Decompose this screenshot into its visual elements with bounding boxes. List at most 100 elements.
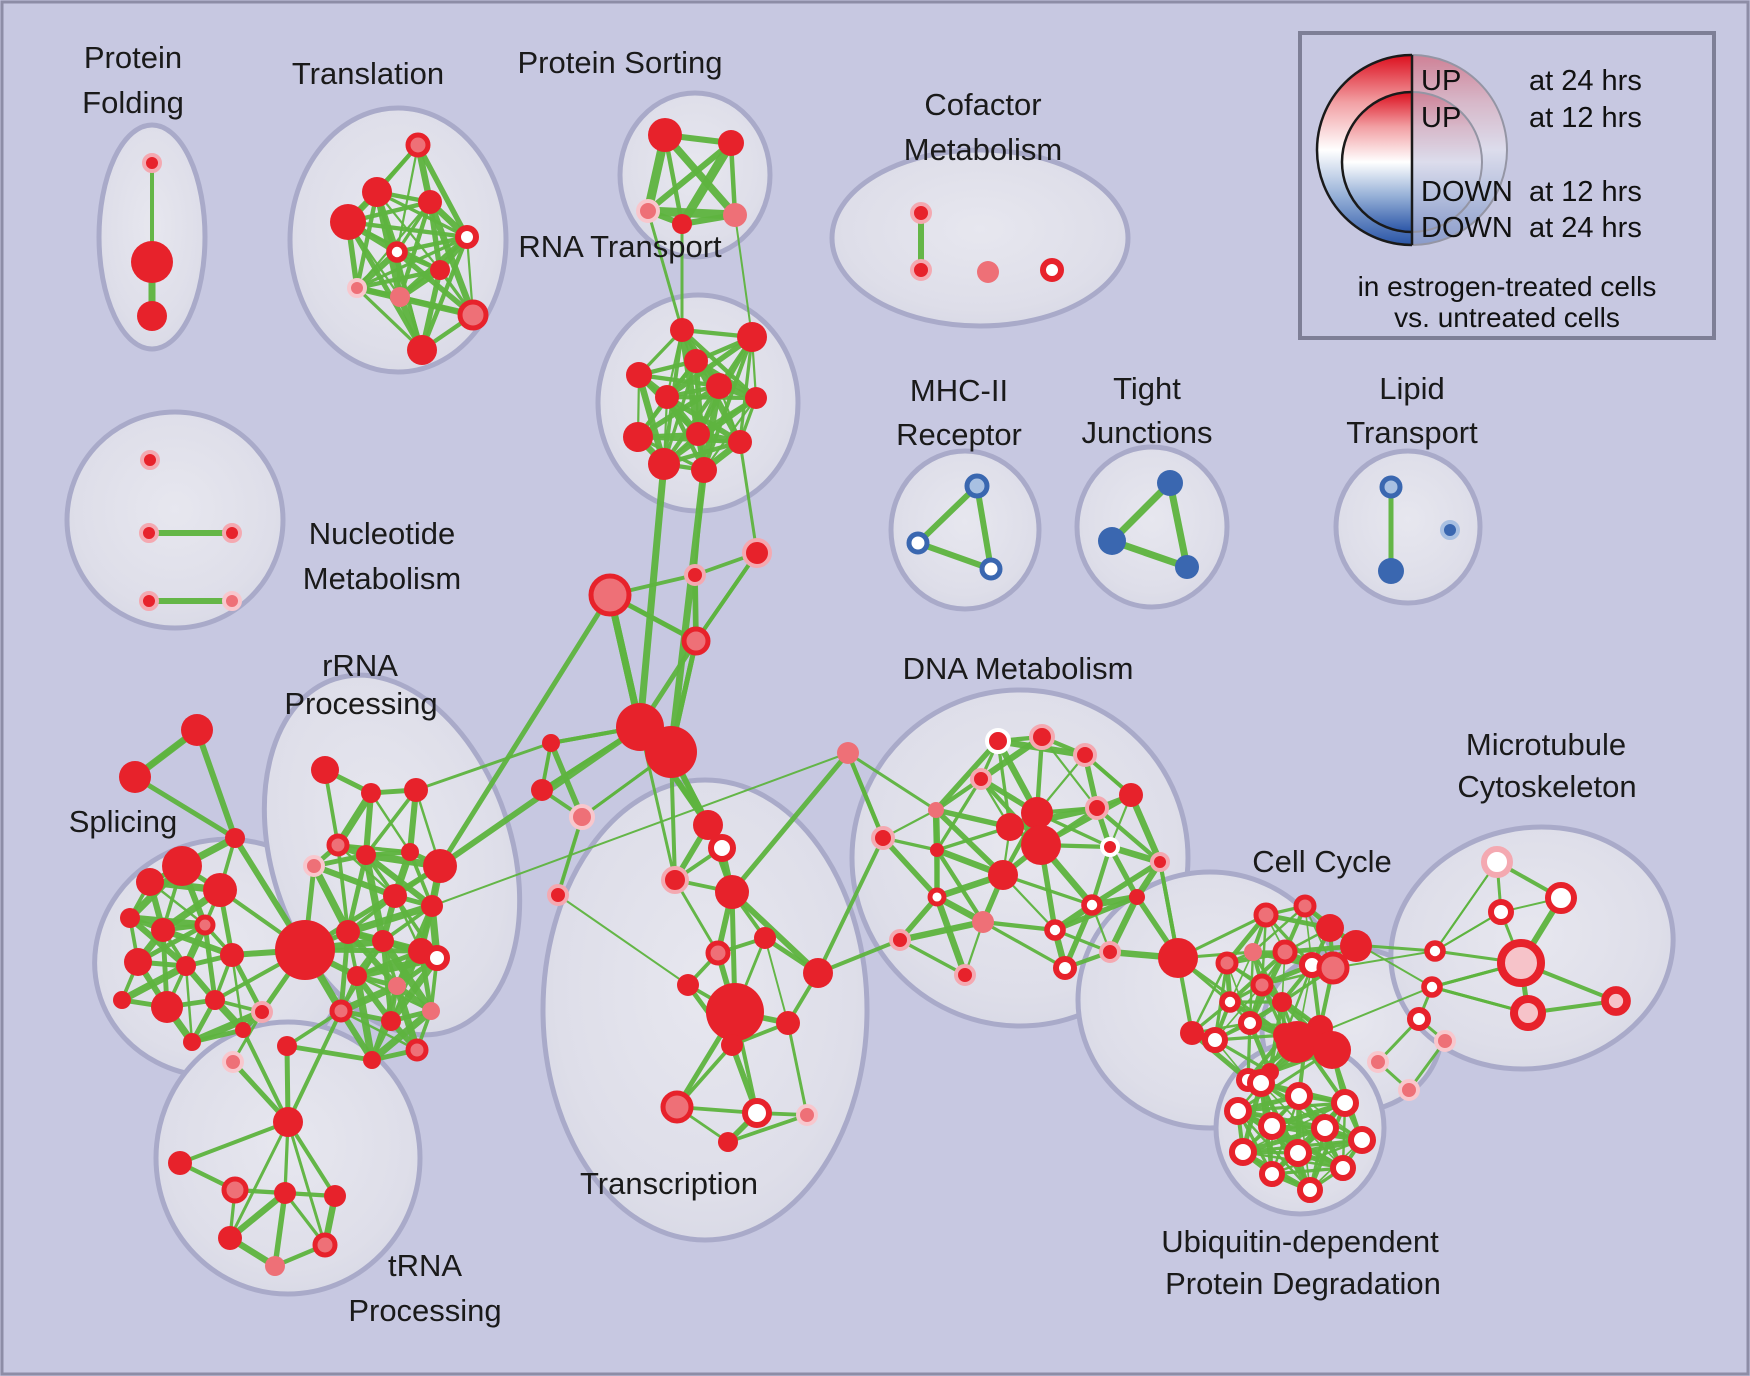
- network-edge: [1089, 859, 1163, 908]
- gene-node-rrna-processing: [277, 1036, 297, 1056]
- gene-node-rrna-processing: [401, 843, 419, 861]
- cluster-label-protein-sorting: Protein Sorting: [517, 45, 722, 80]
- gene-node-trna-processing: [265, 1256, 285, 1276]
- network-edge: [738, 440, 759, 555]
- network-edge: [1434, 861, 1498, 952]
- gene-node-cell-cycle: [1244, 943, 1262, 961]
- cluster-label-ubiquitin-degradation: Ubiquitin-dependent: [1161, 1224, 1439, 1259]
- gene-node-ubiquitin-degradation: [1258, 1112, 1286, 1140]
- gene-node-ubiquitin-degradation: [1224, 1097, 1252, 1125]
- gene-node-rna-transport: [626, 362, 652, 388]
- network-edge: [414, 741, 553, 792]
- gene-node-trna-processing: [273, 1107, 303, 1137]
- gene-node-transcription: [706, 983, 764, 1041]
- network-edge: [344, 902, 436, 936]
- network-edge: [915, 540, 994, 572]
- gene-node-transcription: [677, 974, 699, 996]
- gene-node-splicing: [251, 1001, 273, 1023]
- gene-node-splicing: [136, 868, 164, 896]
- gene-node-rna-transport: [728, 430, 752, 454]
- gene-node-cofactor-metabolism: [910, 202, 932, 224]
- gene-node-ubiquitin-degradation: [1259, 1161, 1285, 1187]
- gene-node-cell-cycle: [1272, 939, 1298, 965]
- gene-node-nucleotide-metabolism: [222, 591, 242, 611]
- network-edge: [1189, 1030, 1251, 1083]
- gene-node-trna-processing: [222, 1051, 244, 1073]
- cluster-ellipse-nucleotide-metabolism: [64, 409, 286, 631]
- gene-node-dna-metabolism: [1044, 919, 1066, 941]
- gene-node-microtubule-cytoskeleton: [1510, 995, 1546, 1031]
- cluster-label-translation: Translation: [292, 56, 444, 91]
- network-edge: [981, 920, 1067, 970]
- gene-node-microtubule-cytoskeleton: [1367, 1051, 1389, 1073]
- network-edge: [387, 954, 441, 1025]
- cluster-label-microtubule-cytoskeleton: Cytoskeleton: [1457, 769, 1636, 804]
- gene-node-dna-metabolism: [1021, 797, 1053, 829]
- network-edge: [354, 189, 380, 291]
- network-edge: [915, 483, 980, 546]
- gene-node-rna-transport: [706, 373, 732, 399]
- gene-node-transcription: [693, 810, 723, 840]
- gene-node-cofactor-metabolism: [1040, 258, 1064, 282]
- gene-node-transcription: [742, 1098, 772, 1128]
- network-edge: [345, 219, 425, 353]
- cluster-label-tight-junctions: Junctions: [1082, 415, 1213, 450]
- network-edge: [679, 327, 759, 401]
- gene-node-ubiquitin-degradation: [1331, 1089, 1359, 1117]
- gene-node-rrna-processing: [326, 833, 350, 857]
- cluster-label-splicing: Splicing: [69, 804, 178, 839]
- gene-node-rna-transport: [686, 422, 710, 446]
- legend-row-dir: DOWN: [1421, 212, 1513, 244]
- gene-node-dna-metabolism: [928, 802, 944, 818]
- cluster-ellipse-tight-junctions: [1074, 444, 1230, 610]
- gene-node-transcription: [718, 1132, 738, 1152]
- gene-node-ubiquitin-degradation: [1284, 1139, 1312, 1167]
- gene-node-transcription: [721, 1034, 743, 1056]
- gene-node-dna-metabolism: [927, 887, 947, 907]
- gene-node-cell-cycle: [1253, 902, 1279, 928]
- gene-node-protein-sorting: [718, 130, 744, 156]
- gene-node-protein-sorting: [672, 214, 692, 234]
- gene-node-rrna-processing: [303, 855, 325, 877]
- gene-node-rna-transport: [670, 318, 694, 342]
- gene-node-dna-metabolism: [970, 768, 992, 790]
- gene-node-rrna-processing: [381, 1011, 401, 1031]
- gene-node-rrna-processing: [361, 783, 381, 803]
- gene-node-transcription: [742, 538, 772, 568]
- gene-node-tight-junctions: [1157, 470, 1183, 496]
- gene-node-protein-sorting: [723, 203, 747, 227]
- gene-node-splicing: [183, 1033, 201, 1051]
- network-edge: [241, 1028, 290, 1124]
- cluster-ellipse-lipid-transport: [1333, 448, 1483, 606]
- gene-node-splicing: [205, 990, 225, 1010]
- gene-node-cofactor-metabolism: [910, 259, 932, 281]
- nodes: [113, 118, 1631, 1276]
- cluster-label-protein-folding: Protein: [84, 40, 182, 75]
- gene-node-cell-cycle: [1250, 973, 1274, 997]
- cluster-label-rna-transport: RNA Transport: [518, 229, 722, 264]
- gene-node-splicing: [220, 943, 244, 967]
- network-edge: [702, 335, 754, 472]
- gene-node-rrna-processing: [404, 778, 428, 802]
- gene-node-splicing: [151, 918, 175, 942]
- gene-node-dna-metabolism: [985, 728, 1011, 754]
- gene-node-rrna-processing: [347, 966, 367, 986]
- legend-circle-saturated-half: [1315, 53, 1412, 247]
- gene-node-dna-metabolism: [954, 964, 976, 986]
- gene-node-rrna-processing: [422, 1002, 440, 1020]
- network-edge: [364, 788, 418, 857]
- network-edge: [368, 1007, 435, 1064]
- gene-node-transcription: [661, 866, 689, 894]
- gene-node-rrna-processing: [336, 920, 360, 944]
- gene-node-dna-metabolism: [972, 911, 994, 933]
- cluster-ellipse-mhc-ii-receptor: [888, 448, 1042, 612]
- network-edge: [661, 395, 759, 467]
- network-edge: [1006, 804, 1101, 831]
- network-edge: [645, 140, 734, 214]
- network-edge: [362, 851, 387, 945]
- gene-node-protein-folding: [137, 301, 167, 331]
- gene-node-trna-processing: [312, 1232, 338, 1258]
- gene-node-protein-folding: [142, 153, 162, 173]
- gene-node-rrna-processing: [424, 945, 450, 971]
- gene-node-mhc-ii-receptor: [906, 531, 930, 555]
